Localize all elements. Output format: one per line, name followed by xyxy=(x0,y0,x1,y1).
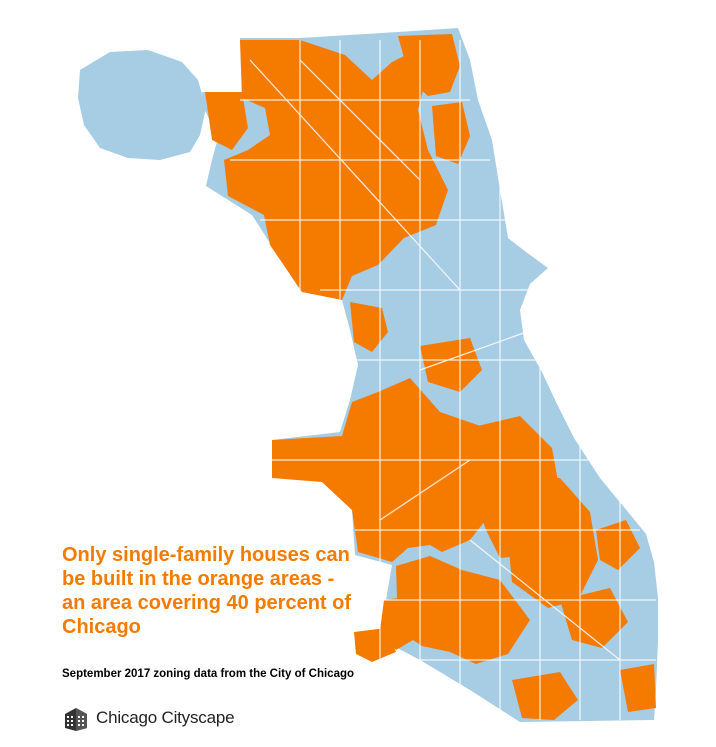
west-zone xyxy=(350,302,388,352)
brand-name: Chicago Cityscape xyxy=(96,708,235,727)
far-northwest-zone xyxy=(205,92,248,150)
central-west-zone xyxy=(420,338,482,392)
lake-zone xyxy=(596,520,640,570)
mount-greenwood-zone xyxy=(354,628,396,662)
source-note: September 2017 zoning data from the City… xyxy=(62,668,355,680)
far-southwest-zone xyxy=(380,596,420,650)
map-headline: Only single-family houses can be built i… xyxy=(62,544,352,638)
northwest-zone xyxy=(224,40,448,300)
building-icon xyxy=(65,708,87,731)
single-family-zones xyxy=(205,34,656,720)
far-south-zone xyxy=(512,672,578,720)
south-central-zone xyxy=(506,478,598,608)
brand-logo: Chicago Cityscape xyxy=(62,704,235,732)
southwest-zone-2 xyxy=(396,556,530,664)
south-central-zone-2 xyxy=(560,588,628,648)
southeast-zone xyxy=(620,664,656,712)
street-grid xyxy=(230,40,656,720)
north-zone-1 xyxy=(398,34,460,96)
southwest-zone-1 xyxy=(272,378,502,562)
ohare-area xyxy=(78,50,206,160)
